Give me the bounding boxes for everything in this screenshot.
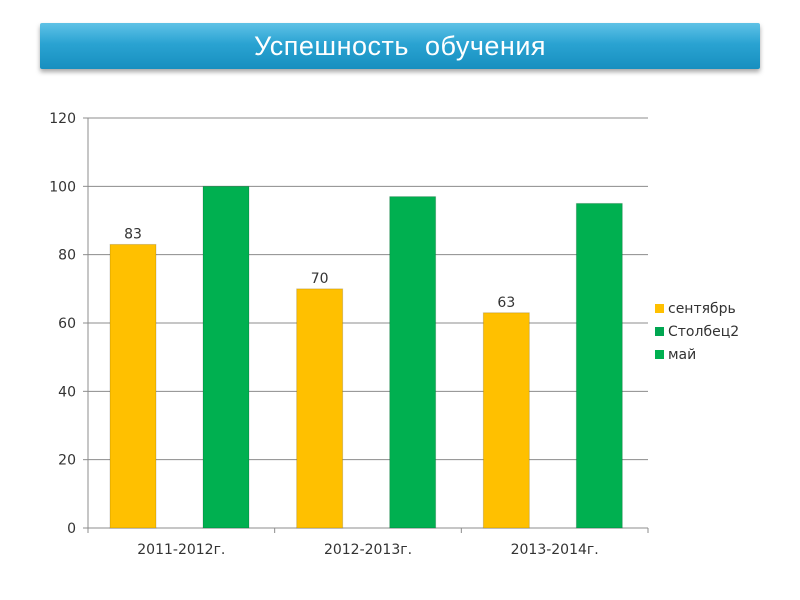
legend-swatch [655, 327, 664, 336]
data-label: 70 [311, 271, 329, 287]
bar-september [109, 243, 157, 529]
bar-september [296, 288, 344, 529]
bar-may [575, 202, 623, 529]
legend-label: Столбец2 [668, 324, 739, 340]
category-label: 2013-2014г. [511, 542, 599, 558]
y-tick-label: 40 [58, 384, 76, 400]
axes: 0 20 40 60 80 100 120 [49, 111, 649, 537]
data-label: 63 [497, 295, 515, 311]
y-tick-label: 100 [49, 179, 76, 195]
y-tick-label: 120 [49, 111, 76, 127]
category-label: 2011-2012г. [137, 542, 225, 558]
y-tick-label: 60 [58, 316, 76, 332]
y-tick-label: 20 [58, 453, 76, 469]
legend-swatch [655, 350, 664, 359]
bars [109, 185, 623, 529]
bar-may [202, 185, 250, 529]
page-title: Успешность обучения [253, 30, 547, 61]
bar-may [389, 196, 437, 529]
y-tick-label: 80 [58, 248, 76, 264]
legend-swatch [655, 304, 664, 313]
legend: сентябрь Столбец2 май [655, 301, 739, 363]
category-label: 2012-2013г. [324, 542, 412, 558]
y-tick-label: 0 [67, 521, 76, 537]
title-banner: Успешность обучения [40, 23, 760, 69]
bar-september [482, 312, 530, 529]
legend-label: май [668, 347, 696, 363]
gridlines [88, 117, 648, 529]
labels: 83 2011-2012г. 70 2012-2013г. 63 2013-2014г. [124, 226, 599, 558]
data-label: 83 [124, 226, 142, 242]
legend-label: сентябрь [668, 301, 736, 317]
